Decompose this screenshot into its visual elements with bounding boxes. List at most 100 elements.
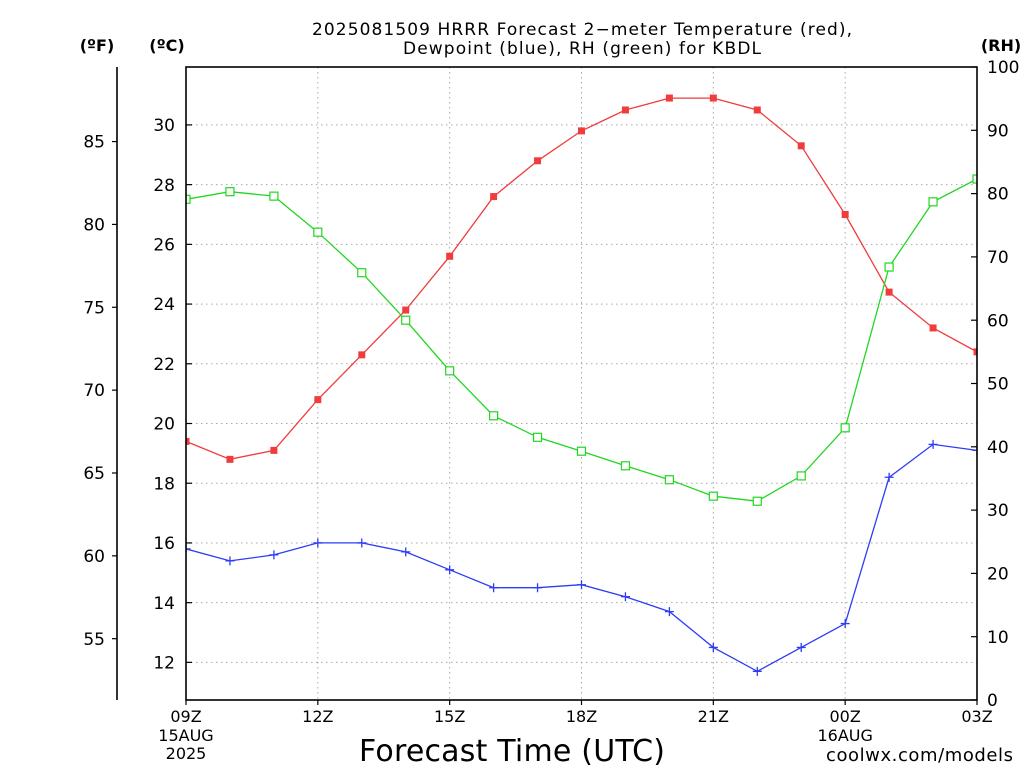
dewpoint-point <box>840 619 850 629</box>
temperature-point <box>402 306 410 314</box>
temperature-point <box>270 446 278 454</box>
rh-point <box>225 187 235 197</box>
rh-point <box>752 496 762 506</box>
celsius-tick-label: 16 <box>153 534 175 554</box>
temperature-point <box>709 94 717 102</box>
time-tick-label: 09Z <box>170 707 201 726</box>
temperature-point <box>929 324 937 332</box>
celsius-tick-label: 20 <box>153 415 175 435</box>
rh-point <box>269 191 279 201</box>
rh-tick-label: 0 <box>987 691 998 711</box>
rh-point <box>445 366 455 376</box>
celsius-tick-label: 24 <box>153 295 175 315</box>
dewpoint-point <box>225 556 235 566</box>
tick-labels: 12 14 16 18 20 22 24 26 28 30 55 60 65 70 75 80 85 0 10 20 3… <box>83 58 1019 763</box>
rh-point <box>840 423 850 433</box>
time-tick-label: 00Z <box>830 707 861 726</box>
fahrenheit-tick-label: 85 <box>83 133 105 153</box>
fahrenheit-tick-label: 60 <box>83 547 105 567</box>
date-tick-label: 16AUG <box>817 726 872 745</box>
temperature-point <box>186 437 190 445</box>
rh-point <box>401 315 411 325</box>
dewpoint-point <box>884 472 894 482</box>
rh-point <box>972 174 977 184</box>
dewpoint-point <box>313 538 323 548</box>
temperature-point <box>665 94 673 102</box>
rh-point <box>664 475 674 485</box>
time-tick-label: 12Z <box>302 707 333 726</box>
rh-point <box>357 268 367 278</box>
temperature-point <box>534 157 542 165</box>
rh-tick-label: 10 <box>987 628 1009 648</box>
dewpoint-point <box>796 642 806 652</box>
fahrenheit-tick-label: 75 <box>83 298 105 318</box>
dewpoint-point <box>269 550 279 560</box>
rh-point <box>620 461 631 471</box>
rh-point <box>532 432 543 442</box>
chart-title-line-2: Dewpoint (blue), RH (green) for KBDL <box>403 39 762 59</box>
fahrenheit-tick-label: 65 <box>83 464 105 484</box>
rh-axis-label: (RH) <box>981 36 1021 55</box>
temperature-point <box>490 193 498 201</box>
rh-point <box>489 411 499 421</box>
time-tick-label: 15Z <box>434 707 465 726</box>
year-tick-label: 2025 <box>166 744 207 763</box>
fahrenheit-tick-label: 80 <box>83 216 105 236</box>
temperature-point <box>797 142 805 150</box>
time-tick-label: 21Z <box>698 707 729 726</box>
chart-title-line-1: 2025081509 HRRR Forecast 2−meter Tempera… <box>312 20 852 40</box>
rh-tick-label: 50 <box>987 375 1009 395</box>
dewpoint-point <box>664 607 674 617</box>
temperature-point <box>446 252 454 260</box>
fahrenheit-tick-label: 70 <box>83 381 105 401</box>
temperature-point <box>578 127 585 135</box>
grid-lines <box>185 67 978 700</box>
rh-tick-label: 40 <box>987 438 1009 458</box>
rh-tick-label: 30 <box>987 501 1009 521</box>
dewpoint-point <box>445 565 455 575</box>
temperature-point <box>841 211 849 219</box>
celsius-tick-label: 28 <box>153 176 175 196</box>
dewpoint-point <box>357 538 367 548</box>
dewpoint-point <box>708 642 718 652</box>
rh-point <box>186 194 191 204</box>
rh-point <box>884 262 894 272</box>
time-tick-label: 18Z <box>566 707 597 726</box>
temperature-point <box>226 455 234 463</box>
dewpoint-point <box>577 580 586 590</box>
dewpoint-point <box>489 583 499 593</box>
x-axis-title: Forecast Time (UTC) <box>359 734 665 768</box>
celsius-axis-label: (ºC) <box>149 36 184 55</box>
rh-point <box>928 197 938 207</box>
temperature-point <box>314 396 322 404</box>
rh-tick-label: 20 <box>987 565 1009 585</box>
series-markers <box>186 94 977 676</box>
celsius-tick-label: 14 <box>153 594 175 614</box>
tick-marks <box>112 66 978 705</box>
celsius-tick-label: 26 <box>153 235 175 255</box>
temperature-point <box>973 348 977 356</box>
date-tick-label: 15AUG <box>158 726 213 745</box>
rh-tick-label: 60 <box>987 311 1009 331</box>
rh-tick-label: 70 <box>987 248 1009 268</box>
dewpoint-point <box>533 583 543 593</box>
dewpoint-point <box>972 445 977 455</box>
rh-tick-label: 100 <box>987 58 1019 78</box>
credit-url: coolwx.com/models <box>826 745 1013 766</box>
time-tick-label: 03Z <box>961 707 992 726</box>
rh-point <box>796 471 806 481</box>
dewpoint-point <box>928 439 938 449</box>
rh-tick-label: 80 <box>987 185 1009 205</box>
rh-tick-label: 90 <box>987 121 1009 141</box>
rh-point <box>576 446 587 456</box>
temperature-point <box>358 351 366 359</box>
celsius-tick-label: 12 <box>153 653 175 673</box>
dewpoint-point <box>186 544 191 554</box>
fahrenheit-tick-label: 55 <box>83 630 105 650</box>
rh-point <box>708 491 718 501</box>
dewpoint-point <box>620 592 630 602</box>
rh-point <box>313 227 323 237</box>
temperature-point <box>621 106 629 114</box>
